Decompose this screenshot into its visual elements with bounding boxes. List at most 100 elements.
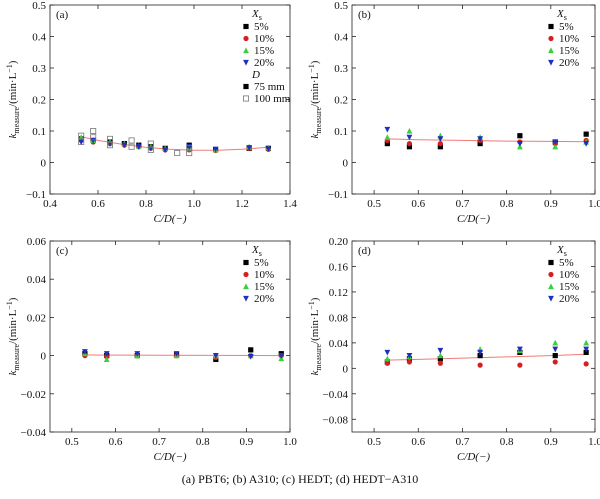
- x-axis-label: C/D(−): [457, 213, 490, 225]
- data-point-5: [437, 144, 443, 150]
- legend-marker: [243, 35, 249, 42]
- plot-frame: [49, 240, 291, 433]
- legend-marker: [548, 259, 554, 266]
- data-point-100mm: [186, 150, 193, 157]
- data-point-10: [384, 360, 390, 366]
- x-tick-label: 0.6: [91, 198, 105, 210]
- data-point-20: [437, 136, 444, 142]
- legend-marker: [548, 35, 554, 42]
- data-point-5: [517, 133, 523, 139]
- data-point-20: [90, 137, 97, 144]
- data-point-20: [384, 126, 391, 133]
- x-tick-label: 0.4: [43, 198, 57, 210]
- legend-label: 15%: [254, 45, 274, 57]
- legend-marker: [243, 295, 249, 302]
- y-tick-label: 0.02: [27, 312, 46, 324]
- data-point-15: [552, 339, 559, 346]
- data-point-10: [437, 360, 443, 366]
- legend-label: 10%: [559, 33, 579, 45]
- data-point-100mm: [78, 132, 85, 139]
- legend-label: 15%: [254, 281, 274, 293]
- x-tick-label: 0.5: [65, 436, 79, 448]
- data-point-5: [406, 144, 413, 150]
- x-axis-label: C/D(−): [153, 451, 186, 463]
- x-tick-label: 0.8: [196, 436, 210, 448]
- data-point-5: [583, 349, 589, 356]
- y-tick-label: 0.2: [32, 95, 46, 107]
- legend-title: Xs: [251, 244, 262, 258]
- data-point-20: [246, 145, 253, 151]
- data-point-10: [406, 141, 413, 147]
- data-point-20: [278, 353, 285, 359]
- data-point-100mm: [107, 142, 114, 149]
- legend-title: Xs: [556, 8, 567, 22]
- y-tick-label: −0.08: [323, 414, 349, 426]
- legend-marker: [548, 23, 554, 30]
- data-point-10: [477, 362, 483, 368]
- x-tick-label: 0.9: [544, 436, 558, 448]
- y-tick-label: 0: [41, 351, 47, 363]
- legend2-label: 100 mm: [254, 93, 291, 105]
- chart-canvas: 0.4 0.6 0.8 1.0 1.2 1.4 −0.1 0 0.1 0.2 0.3 0.4 0.5 C/…: [5, 0, 600, 463]
- legend-marker: [243, 47, 249, 54]
- legend-label: 15%: [559, 281, 579, 293]
- x-tick-label: 0.7: [152, 436, 166, 448]
- chart-panel-1: 0.5 0.6 0.7 0.8 0.9 1.0 −0.1 0 0.1 0.2 0.3 0.4 0.5 C/…: [307, 0, 600, 225]
- data-point-100mm: [186, 145, 193, 152]
- y-tick-label: 0.3: [32, 63, 46, 75]
- legend-title: Xs: [556, 244, 567, 258]
- y-tick-label: 0.1: [334, 126, 348, 138]
- panel-label: (a): [56, 9, 69, 21]
- y-tick-label: 0: [41, 158, 47, 170]
- chart-panel-0: 0.4 0.6 0.8 1.0 1.2 1.4 −0.1 0 0.1 0.2 0.3 0.4 0.5 C/…: [5, 0, 297, 225]
- x-tick-label: 1.0: [187, 198, 201, 210]
- x-tick-label: 0.5: [367, 436, 381, 448]
- chart-panel-2: 0.5 0.6 0.7 0.8 0.9 1.0 −0.04 −0.02 0 0.02 0.04 0.0…: [5, 236, 297, 463]
- data-point-20: [552, 139, 559, 146]
- data-point-20: [583, 141, 590, 147]
- data-point-20: [135, 144, 142, 150]
- data-point-100mm: [78, 139, 85, 146]
- x-tick-label: 0.9: [239, 436, 253, 448]
- data-point-20: [162, 147, 169, 153]
- figure-caption: (a) PBT6; (b) A310; (c) HEDT; (d) HEDT−A…: [181, 472, 419, 486]
- data-point-20: [78, 139, 85, 146]
- x-tick-label: 1.0: [283, 436, 297, 448]
- data-point-15: [406, 127, 413, 134]
- data-point-5: [248, 347, 254, 353]
- legend-label: 5%: [254, 257, 269, 269]
- y-tick-label: 0.3: [334, 63, 348, 75]
- legend-marker: [548, 59, 554, 66]
- legend-label: 20%: [254, 293, 274, 305]
- x-tick-label: 1.2: [235, 198, 249, 210]
- legend2-marker: [243, 83, 249, 90]
- x-tick-label: 1.0: [588, 436, 600, 448]
- legend-label: 5%: [254, 21, 269, 33]
- y-tick-label: 0.04: [329, 338, 349, 350]
- data-point-20: [477, 136, 484, 142]
- x-tick-label: 0.6: [109, 436, 123, 448]
- legend-label: 5%: [559, 21, 574, 33]
- data-point-20: [82, 349, 88, 355]
- data-point-15: [583, 339, 590, 346]
- y-tick-label: 0.04: [27, 274, 47, 286]
- data-point-20: [212, 146, 219, 153]
- panel-label: (c): [56, 245, 69, 257]
- legend-label: 5%: [559, 257, 574, 269]
- legend-marker: [548, 295, 554, 302]
- legend-marker: [548, 47, 554, 54]
- legend-marker: [243, 23, 249, 30]
- data-point-20: [121, 142, 128, 149]
- data-point-10: [552, 359, 558, 365]
- data-point-20: [437, 347, 444, 354]
- legend-label: 20%: [559, 57, 579, 69]
- data-point-20: [583, 346, 590, 353]
- y-tick-label: 0.06: [27, 236, 47, 248]
- data-point-10: [406, 359, 413, 365]
- data-point-5: [437, 356, 443, 362]
- chart-panel-3: 0.5 0.6 0.7 0.8 0.9 1.0 −0.08 −0.04 0 0.04 0.08 0.1…: [307, 236, 600, 463]
- legend2-title: D: [251, 69, 260, 81]
- data-point-100mm: [147, 146, 154, 153]
- data-point-100mm: [107, 135, 114, 142]
